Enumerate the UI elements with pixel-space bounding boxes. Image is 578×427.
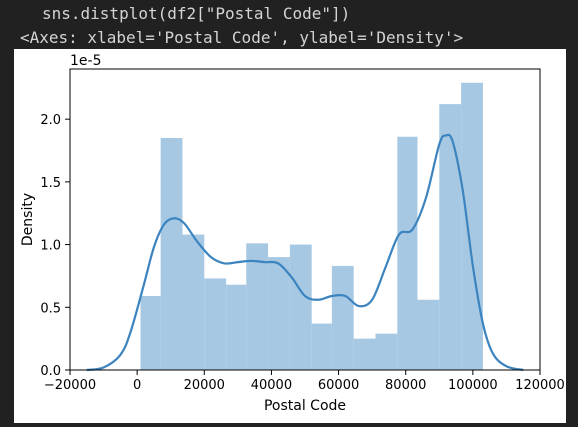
x-tick-label: 80000 [385,378,426,393]
histogram-bar-7 [289,244,312,370]
y-tick-label: 0.0 [40,364,61,379]
kde-line [86,133,524,372]
histogram-bar-15 [461,82,483,370]
axes-frame [69,68,541,371]
y-tick-label: 0.5 [40,301,61,316]
axes-group: −20000 0 20000 40000 60000 80000 100000 120000 0… [40,68,565,393]
histogram-bar-2 [182,234,205,370]
x-tick-label: −20000 [44,378,96,393]
code-output-line: <Axes: xlabel='Postal Code', ylabel='Den… [20,28,464,47]
histogram-bar-10 [353,338,376,370]
y-offset-text: 1e-5 [70,53,101,69]
histogram-bar-0 [140,296,161,370]
x-tick-label: 60000 [318,378,359,393]
x-tick-label: 20000 [184,378,225,393]
y-tick-label: 1.5 [40,176,61,191]
histogram-bar-13 [417,299,440,370]
histogram-bar-6 [268,257,290,370]
y-tick-label: 2.0 [40,113,61,128]
histogram-bar-9 [331,265,354,370]
y-tick-label: 1.0 [40,239,61,254]
x-axis-label: Postal Code [264,398,346,414]
histogram-bar-1 [160,137,183,370]
histogram-bar-11 [375,333,398,370]
histogram-bars [140,82,483,370]
histogram-bar-4 [226,284,247,370]
histogram-bar-3 [204,278,227,370]
histogram-bar-12 [397,136,418,370]
x-tick-label: 100000 [448,378,498,393]
x-tick-label: 40000 [251,378,292,393]
plot-area: −20000 0 20000 40000 60000 80000 100000 120000 0… [14,49,566,423]
x-tick-label: 120000 [515,378,565,393]
code-input-line: sns.distplot(df2["Postal Code"]) [42,4,351,23]
histogram-bar-14 [439,104,462,370]
distplot-chart: −20000 0 20000 40000 60000 80000 100000 120000 0… [20,53,565,414]
histogram-bar-8 [311,323,332,370]
histogram-bar-5 [246,243,269,370]
kde-curve-group [86,133,524,372]
y-axis-label: Density [20,193,36,246]
x-tick-label: 0 [133,378,141,393]
